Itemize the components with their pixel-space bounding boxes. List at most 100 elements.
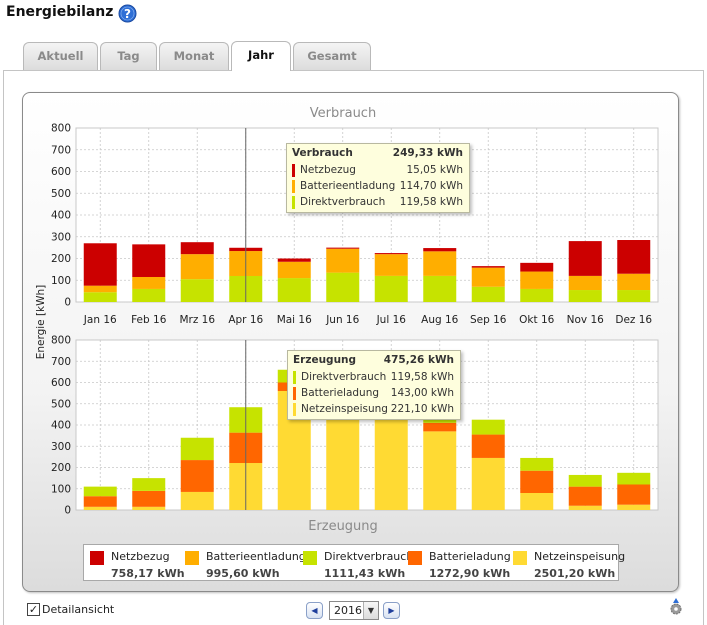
bar-direktverbrauch-jan-16[interactable]: [83, 292, 117, 302]
verbrauch-chart-title: Verbrauch: [310, 106, 376, 121]
next-year-button[interactable]: ▶: [383, 602, 400, 619]
bar-direktverbrauch-dez-16[interactable]: [617, 290, 651, 302]
bar-netzbezug-mai-16[interactable]: [277, 258, 311, 262]
x-tick-label: Jul 16: [376, 314, 407, 326]
bar-netzeinspeisung-aug-16[interactable]: [423, 431, 457, 510]
tab-aktuell[interactable]: Aktuell: [23, 42, 98, 70]
previous-year-button[interactable]: ◀: [306, 602, 323, 619]
bar-direktverbrauch-okt-16[interactable]: [520, 457, 554, 471]
bar-direktverbrauch-sep-16[interactable]: [471, 286, 505, 302]
bar-batterieentladung-okt-16[interactable]: [520, 271, 554, 289]
y-axis-label: Energie [kWh]: [35, 285, 47, 360]
bar-batterieentladung-sep-16[interactable]: [471, 267, 505, 287]
bar-direktverbrauch-jun-16[interactable]: [326, 272, 360, 302]
legend-swatch: [303, 551, 317, 565]
bar-netzbezug-feb-16[interactable]: [132, 244, 166, 277]
bar-netzeinspeisung-mrz-16[interactable]: [180, 491, 214, 510]
bar-netzeinspeisung-sep-16[interactable]: [471, 457, 505, 510]
bar-netzbezug-nov-16[interactable]: [568, 241, 602, 276]
legend-swatch: [90, 551, 104, 565]
x-tick-label: Apr 16: [228, 314, 263, 326]
legend-value: 1111,43 kWh: [324, 567, 406, 580]
x-tick-label: Dez 16: [615, 314, 652, 326]
bar-netzeinspeisung-feb-16[interactable]: [132, 506, 166, 510]
bar-direktverbrauch-feb-16[interactable]: [132, 478, 166, 491]
tab-tag[interactable]: Tag: [100, 42, 157, 70]
bar-direktverbrauch-jul-16[interactable]: [374, 275, 408, 302]
tooltip-title: Erzeugung: [293, 354, 357, 366]
bar-batterieladung-okt-16[interactable]: [520, 470, 554, 493]
bar-netzbezug-okt-16[interactable]: [520, 262, 554, 272]
tab-jahr[interactable]: Jahr: [231, 41, 291, 71]
bar-batterieladung-feb-16[interactable]: [132, 490, 166, 507]
bar-direktverbrauch-feb-16[interactable]: [132, 288, 166, 302]
bar-batterieentladung-jun-16[interactable]: [326, 248, 360, 273]
tooltip-row-value: 143,00 kWh: [390, 387, 454, 399]
x-tick-label: Jan 16: [83, 314, 117, 326]
bar-batterieladung-aug-16[interactable]: [423, 422, 457, 432]
bar-batterieentladung-jul-16[interactable]: [374, 254, 408, 276]
y-tick-label: 0: [64, 297, 71, 309]
page-title: Energiebilanz: [6, 4, 114, 20]
legend-label: Batterieladung: [429, 550, 511, 563]
tab-gesamt[interactable]: Gesamt: [293, 42, 371, 70]
svg-text:?: ?: [124, 7, 131, 21]
legend-label: Netzbezug: [111, 550, 170, 563]
tab-monat[interactable]: Monat: [159, 42, 229, 70]
bar-direktverbrauch-sep-16[interactable]: [471, 419, 505, 435]
bar-batterieentladung-feb-16[interactable]: [132, 276, 166, 289]
chevron-down-icon[interactable]: ▼: [363, 602, 378, 619]
bar-netzbezug-sep-16[interactable]: [471, 266, 505, 268]
bar-netzeinspeisung-dez-16[interactable]: [617, 504, 651, 510]
verbrauch-bars: [83, 128, 651, 302]
tooltip-row-value: 15,05 kWh: [406, 164, 463, 176]
x-tick-label: Sep 16: [470, 314, 507, 326]
bar-direktverbrauch-dez-16[interactable]: [617, 472, 651, 485]
verbrauch-tooltip: Verbrauch 249,33 kWh Netzbezug 15,05 kWh …: [286, 143, 470, 213]
legend-value: 758,17 kWh: [111, 567, 185, 580]
bar-direktverbrauch-nov-16[interactable]: [568, 290, 602, 302]
help-icon[interactable]: ?: [118, 4, 137, 23]
bar-batterieentladung-nov-16[interactable]: [568, 275, 602, 291]
bar-netzbezug-dez-16[interactable]: [617, 240, 651, 274]
year-select[interactable]: 2016 ▼: [329, 601, 379, 620]
bar-direktverbrauch-nov-16[interactable]: [568, 474, 602, 487]
bar-netzeinspeisung-okt-16[interactable]: [520, 493, 554, 510]
bar-batterieentladung-jan-16[interactable]: [83, 285, 117, 293]
bar-netzbezug-jun-16[interactable]: [326, 247, 360, 249]
bar-batterieentladung-aug-16[interactable]: [423, 251, 457, 276]
bar-direktverbrauch-jan-16[interactable]: [83, 486, 117, 497]
bar-netzbezug-jul-16[interactable]: [374, 253, 408, 255]
bar-batterieladung-sep-16[interactable]: [471, 434, 505, 458]
detail-checkbox[interactable]: ✓: [27, 603, 40, 616]
x-tick-label: Nov 16: [567, 314, 605, 326]
bar-direktverbrauch-mrz-16[interactable]: [180, 437, 214, 461]
bar-direktverbrauch-mrz-16[interactable]: [180, 279, 214, 302]
erzeugung-tooltip: Erzeugung 475,26 kWh Direktverbrauch 119,…: [287, 350, 461, 420]
bar-batterieentladung-dez-16[interactable]: [617, 273, 651, 291]
bar-netzbezug-mrz-16[interactable]: [180, 242, 214, 255]
bar-batterieladung-nov-16[interactable]: [568, 486, 602, 506]
year-value: 2016: [334, 604, 362, 617]
bar-netzeinspeisung-jan-16[interactable]: [83, 506, 117, 510]
bar-direktverbrauch-aug-16[interactable]: [423, 275, 457, 302]
gear-icon[interactable]: [667, 598, 685, 616]
bar-batterieentladung-mrz-16[interactable]: [180, 254, 214, 280]
y-tick-label: 800: [51, 123, 71, 135]
tooltip-row-label: Direktverbrauch: [300, 196, 386, 208]
tooltip-row-label: Batterieentladung: [300, 180, 396, 192]
y-tick-label: 200: [51, 462, 71, 474]
detail-label: Detailansicht: [42, 603, 115, 616]
bar-direktverbrauch-mai-16[interactable]: [277, 278, 311, 302]
bar-batterieladung-jan-16[interactable]: [83, 496, 117, 507]
bar-batterieladung-dez-16[interactable]: [617, 484, 651, 505]
bar-netzbezug-aug-16[interactable]: [423, 248, 457, 252]
bar-batterieladung-mrz-16[interactable]: [180, 460, 214, 492]
bar-batterieentladung-mai-16[interactable]: [277, 261, 311, 279]
bar-direktverbrauch-okt-16[interactable]: [520, 288, 554, 302]
bar-netzbezug-jan-16[interactable]: [83, 243, 117, 286]
bar-netzeinspeisung-nov-16[interactable]: [568, 505, 602, 510]
chart-legend: Netzbezug 758,17 kWh Batterieentladung 9…: [83, 544, 625, 581]
y-tick-label: 700: [51, 356, 71, 368]
tooltip-row-value: 119,58 kWh: [390, 371, 454, 383]
